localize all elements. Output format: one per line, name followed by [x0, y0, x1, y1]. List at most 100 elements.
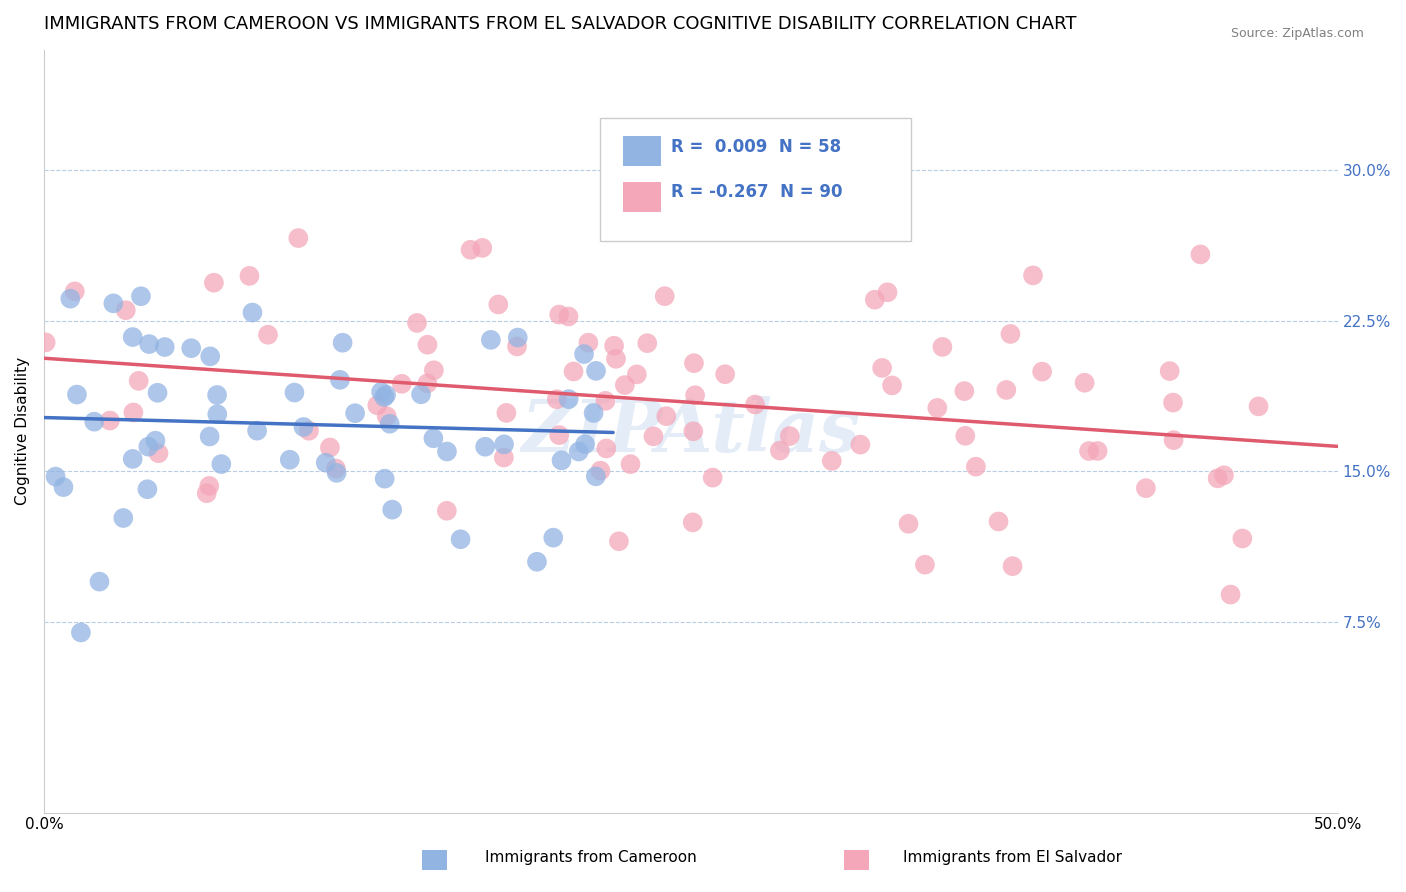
- Immigrants from El Salvador: [897, 516, 920, 531]
- Immigrants from Cameroon: [585, 469, 607, 483]
- Immigrants from El Salvador: [506, 339, 529, 353]
- Immigrants from El Salvador: [683, 356, 706, 370]
- Immigrants from Cameroon: [378, 417, 401, 431]
- Immigrants from El Salvador: [682, 424, 704, 438]
- Immigrants from El Salvador: [1206, 471, 1229, 485]
- Immigrants from El Salvador: [128, 374, 150, 388]
- Immigrants from Cameroon: [246, 424, 269, 438]
- Immigrants from El Salvador: [34, 335, 56, 350]
- Immigrants from Cameroon: [136, 482, 159, 496]
- Immigrants from El Salvador: [1000, 326, 1022, 341]
- Immigrants from Cameroon: [526, 555, 548, 569]
- Immigrants from El Salvador: [870, 360, 893, 375]
- Immigrants from El Salvador: [486, 297, 509, 311]
- Immigrants from Cameroon: [373, 390, 395, 404]
- Immigrants from El Salvador: [1232, 532, 1254, 546]
- Immigrants from El Salvador: [406, 316, 429, 330]
- Immigrants from El Salvador: [1189, 247, 1212, 261]
- Immigrants from Cameroon: [59, 292, 82, 306]
- Immigrants from Cameroon: [370, 384, 392, 399]
- Immigrants from El Salvador: [1078, 444, 1101, 458]
- Immigrants from Cameroon: [89, 574, 111, 589]
- Immigrants from El Salvador: [626, 368, 648, 382]
- Immigrants from El Salvador: [636, 336, 658, 351]
- Immigrants from Cameroon: [329, 373, 352, 387]
- Immigrants from El Salvador: [714, 368, 737, 382]
- Text: Immigrants from Cameroon: Immigrants from Cameroon: [485, 850, 696, 865]
- Immigrants from Cameroon: [479, 333, 502, 347]
- Immigrants from Cameroon: [136, 440, 159, 454]
- Immigrants from El Salvador: [557, 310, 579, 324]
- Immigrants from El Salvador: [63, 285, 86, 299]
- Immigrants from Cameroon: [557, 392, 579, 406]
- Immigrants from El Salvador: [863, 293, 886, 307]
- Immigrants from Cameroon: [153, 340, 176, 354]
- Immigrants from El Salvador: [495, 406, 517, 420]
- Immigrants from Cameroon: [585, 364, 607, 378]
- Text: ZIPAtlas: ZIPAtlas: [522, 396, 860, 467]
- Immigrants from El Salvador: [375, 409, 398, 424]
- Immigrants from El Salvador: [955, 429, 977, 443]
- Immigrants from Cameroon: [207, 407, 229, 421]
- Immigrants from El Salvador: [257, 327, 280, 342]
- Text: R =  0.009  N = 58: R = 0.009 N = 58: [671, 137, 841, 156]
- Immigrants from El Salvador: [548, 308, 571, 322]
- Immigrants from El Salvador: [931, 340, 953, 354]
- Immigrants from El Salvador: [607, 534, 630, 549]
- Immigrants from El Salvador: [1213, 468, 1236, 483]
- Immigrants from Cameroon: [145, 434, 167, 448]
- Immigrants from Cameroon: [315, 456, 337, 470]
- Immigrants from El Salvador: [995, 383, 1018, 397]
- Immigrants from Cameroon: [209, 457, 232, 471]
- Immigrants from El Salvador: [987, 515, 1010, 529]
- Immigrants from Cameroon: [146, 385, 169, 400]
- Immigrants from Cameroon: [332, 335, 354, 350]
- Immigrants from El Salvador: [98, 413, 121, 427]
- Immigrants from Cameroon: [83, 415, 105, 429]
- Immigrants from Cameroon: [283, 385, 305, 400]
- Immigrants from Cameroon: [422, 431, 444, 445]
- Immigrants from El Salvador: [391, 376, 413, 391]
- Immigrants from Cameroon: [409, 387, 432, 401]
- Immigrants from El Salvador: [655, 409, 678, 424]
- Immigrants from El Salvador: [682, 516, 704, 530]
- Immigrants from El Salvador: [546, 392, 568, 407]
- Immigrants from El Salvador: [1022, 268, 1045, 283]
- Immigrants from El Salvador: [1219, 588, 1241, 602]
- Immigrants from El Salvador: [779, 429, 801, 443]
- Immigrants from Cameroon: [292, 420, 315, 434]
- Text: IMMIGRANTS FROM CAMEROON VS IMMIGRANTS FROM EL SALVADOR COGNITIVE DISABILITY COR: IMMIGRANTS FROM CAMEROON VS IMMIGRANTS F…: [44, 15, 1077, 33]
- Immigrants from Cameroon: [450, 533, 472, 547]
- FancyBboxPatch shape: [600, 119, 911, 241]
- Immigrants from Cameroon: [112, 511, 135, 525]
- Immigrants from El Salvador: [654, 289, 676, 303]
- Immigrants from El Salvador: [416, 337, 439, 351]
- Immigrants from Cameroon: [543, 531, 565, 545]
- Immigrants from Cameroon: [325, 466, 347, 480]
- Immigrants from El Salvador: [195, 486, 218, 500]
- Immigrants from El Salvador: [1159, 364, 1181, 378]
- Immigrants from Cameroon: [66, 387, 89, 401]
- Immigrants from El Salvador: [319, 441, 342, 455]
- Y-axis label: Cognitive Disability: Cognitive Disability: [15, 357, 30, 505]
- Immigrants from El Salvador: [683, 388, 706, 402]
- Immigrants from Cameroon: [381, 502, 404, 516]
- Immigrants from Cameroon: [568, 444, 591, 458]
- Immigrants from Cameroon: [242, 305, 264, 319]
- Immigrants from Cameroon: [45, 469, 67, 483]
- Immigrants from El Salvador: [880, 378, 903, 392]
- Immigrants from El Salvador: [1001, 559, 1024, 574]
- Immigrants from El Salvador: [202, 276, 225, 290]
- Immigrants from El Salvador: [287, 231, 309, 245]
- Immigrants from Cameroon: [205, 388, 228, 402]
- Text: Immigrants from El Salvador: Immigrants from El Salvador: [903, 850, 1122, 865]
- Immigrants from El Salvador: [914, 558, 936, 572]
- Immigrants from Cameroon: [506, 330, 529, 344]
- Immigrants from Cameroon: [582, 406, 605, 420]
- Immigrants from El Salvador: [492, 450, 515, 465]
- Immigrants from El Salvador: [562, 364, 585, 378]
- Immigrants from Cameroon: [572, 347, 595, 361]
- Immigrants from El Salvador: [953, 384, 976, 398]
- Immigrants from Cameroon: [180, 341, 202, 355]
- Immigrants from El Salvador: [613, 378, 636, 392]
